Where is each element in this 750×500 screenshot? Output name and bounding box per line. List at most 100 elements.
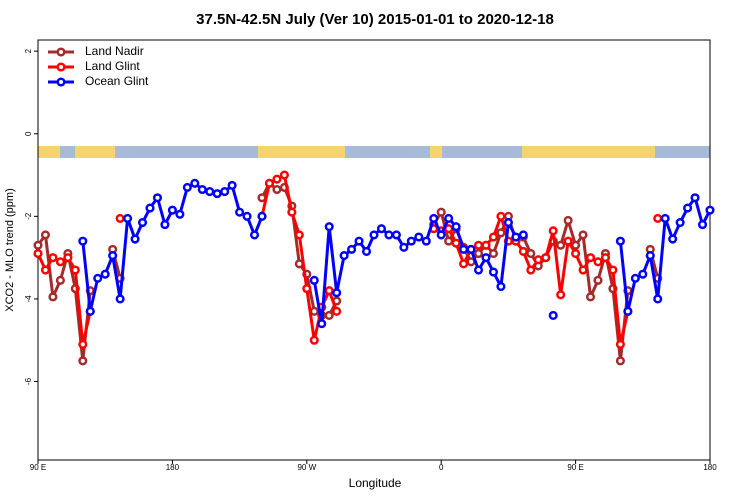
data-point — [488, 267, 499, 277]
data-point — [391, 230, 401, 240]
x-tick-label: 90 E — [567, 463, 583, 472]
data-point — [347, 244, 357, 254]
x-axis-label: Longitude — [349, 476, 402, 490]
data-point — [160, 220, 170, 230]
data-point — [272, 184, 282, 195]
data-point — [85, 306, 95, 316]
data-point — [309, 335, 319, 345]
data-point — [332, 306, 342, 316]
data-point — [660, 213, 670, 223]
data-point — [55, 275, 65, 285]
data-point — [496, 211, 506, 221]
data-point — [444, 213, 454, 223]
data-point — [294, 230, 304, 240]
data-point — [593, 257, 603, 267]
data-point — [33, 240, 43, 250]
x-tick-label: 90 W — [297, 463, 316, 472]
data-point — [638, 269, 648, 279]
data-point — [317, 319, 327, 329]
data-point — [324, 286, 334, 296]
data-point — [548, 310, 558, 321]
legend-label: Land Nadir — [85, 44, 144, 58]
data-point — [302, 284, 312, 294]
data-point — [309, 306, 319, 316]
y-tick-label: -6 — [24, 377, 33, 385]
x-tick-label: 180 — [703, 463, 717, 472]
land-ocean-band — [38, 146, 710, 158]
data-point — [608, 265, 618, 275]
land-band — [258, 146, 345, 158]
data-point — [481, 253, 491, 263]
data-point — [526, 248, 536, 259]
data-point — [279, 170, 289, 180]
legend-marker — [56, 62, 66, 72]
legend-label: Land Glint — [85, 59, 140, 73]
data-point — [526, 265, 536, 275]
data-point — [100, 269, 110, 279]
data-point — [115, 213, 125, 223]
data-point — [668, 234, 678, 244]
data-point — [175, 209, 185, 219]
data-point — [369, 230, 379, 240]
land-band — [38, 146, 60, 158]
data-point — [287, 207, 297, 217]
data-point — [623, 306, 633, 316]
data-point — [40, 265, 51, 275]
data-point — [354, 236, 364, 246]
data-point — [600, 253, 611, 263]
data-point — [406, 236, 416, 246]
data-point — [645, 251, 655, 261]
data-point — [615, 339, 625, 349]
data-point — [705, 205, 715, 215]
data-point — [93, 273, 103, 283]
data-point — [78, 236, 88, 246]
data-point — [556, 240, 566, 250]
data-point — [205, 187, 215, 197]
data-point — [40, 230, 51, 240]
data-point — [78, 356, 88, 366]
chart-title: 37.5N-42.5N July (Ver 10) 2015-01-01 to … — [196, 11, 554, 28]
data-point — [272, 174, 282, 184]
data-point — [55, 257, 65, 267]
data-point — [593, 275, 603, 285]
data-point — [451, 222, 461, 232]
data-point — [653, 213, 663, 223]
data-point — [182, 182, 192, 192]
data-point — [653, 294, 663, 304]
land-band — [522, 146, 655, 158]
data-point — [115, 294, 125, 304]
land-band — [430, 146, 442, 158]
data-point — [197, 184, 207, 195]
legend-marker — [56, 77, 66, 87]
data-point — [548, 226, 558, 236]
data-point — [571, 240, 581, 250]
data-point — [48, 253, 58, 263]
data-point — [630, 273, 640, 283]
y-tick-label: -4 — [24, 295, 33, 303]
data-point — [339, 251, 349, 261]
data-point — [473, 265, 484, 275]
data-point — [571, 248, 581, 259]
data-point — [578, 230, 588, 240]
x-tick-label: 180 — [166, 463, 180, 472]
data-point — [137, 217, 148, 228]
data-point — [48, 292, 58, 302]
x-tick-label: 90 E — [30, 463, 46, 472]
data-point — [683, 203, 693, 213]
data-point — [444, 236, 454, 246]
data-point — [511, 232, 521, 242]
data-point — [466, 244, 476, 254]
data-point — [332, 296, 342, 306]
data-point — [414, 232, 424, 242]
data-point — [332, 288, 342, 298]
y-tick-label: 2 — [24, 48, 33, 53]
data-point — [503, 217, 513, 228]
data-point — [690, 193, 700, 203]
data-point — [249, 230, 260, 240]
data-point — [585, 253, 596, 263]
data-point — [384, 230, 394, 240]
data-point — [496, 281, 506, 292]
data-point — [459, 244, 469, 254]
data-point — [264, 178, 275, 188]
